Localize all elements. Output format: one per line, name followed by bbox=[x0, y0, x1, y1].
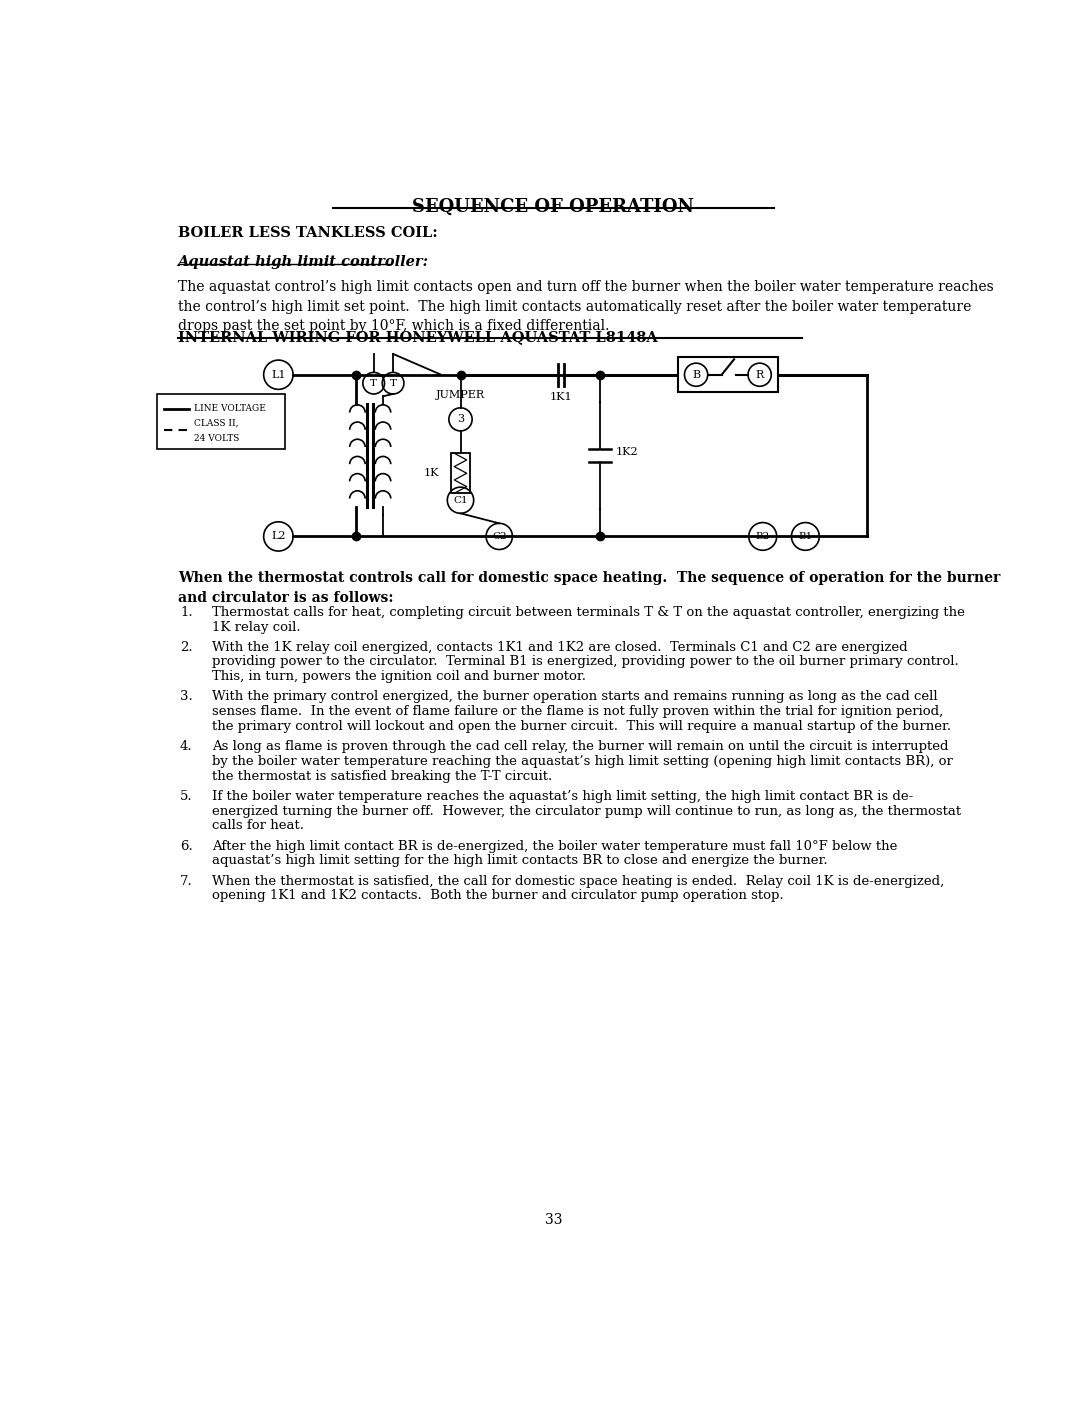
Text: B1: B1 bbox=[798, 532, 812, 542]
Text: providing power to the circulator.  Terminal B1 is energized, providing power to: providing power to the circulator. Termi… bbox=[213, 655, 959, 668]
Text: by the boiler water temperature reaching the aquastat’s high limit setting (open: by the boiler water temperature reaching… bbox=[213, 755, 954, 767]
Text: 1K1: 1K1 bbox=[550, 391, 572, 401]
Text: C2: C2 bbox=[491, 532, 507, 542]
Text: Thermostat calls for heat, completing circuit between terminals T & T on the aqu: Thermostat calls for heat, completing ci… bbox=[213, 606, 966, 619]
Text: LINE VOLTAGE: LINE VOLTAGE bbox=[194, 404, 266, 412]
Text: T: T bbox=[390, 379, 396, 387]
Text: senses flame.  In the event of flame failure or the flame is not fully proven wi: senses flame. In the event of flame fail… bbox=[213, 706, 944, 718]
Text: The aquastat control’s high limit contacts open and turn off the burner when the: The aquastat control’s high limit contac… bbox=[177, 281, 994, 333]
Text: 1K2: 1K2 bbox=[616, 446, 638, 457]
Text: 7.: 7. bbox=[180, 874, 192, 888]
Text: SEQUENCE OF OPERATION: SEQUENCE OF OPERATION bbox=[413, 198, 694, 216]
Text: B2: B2 bbox=[756, 532, 770, 542]
Text: R: R bbox=[756, 370, 764, 380]
FancyBboxPatch shape bbox=[157, 394, 284, 449]
Text: JUMPER: JUMPER bbox=[436, 390, 485, 400]
Text: L1: L1 bbox=[271, 370, 285, 380]
Text: 1K: 1K bbox=[423, 469, 438, 478]
Text: C1: C1 bbox=[454, 495, 468, 505]
FancyBboxPatch shape bbox=[451, 453, 470, 494]
Text: After the high limit contact BR is de-energized, the boiler water temperature mu: After the high limit contact BR is de-en… bbox=[213, 839, 897, 853]
Text: 3.: 3. bbox=[180, 690, 192, 703]
Text: With the primary control energized, the burner operation starts and remains runn: With the primary control energized, the … bbox=[213, 690, 939, 703]
FancyBboxPatch shape bbox=[677, 356, 779, 393]
Text: 2.: 2. bbox=[180, 641, 192, 654]
Text: the primary control will lockout and open the burner circuit.  This will require: the primary control will lockout and ope… bbox=[213, 720, 951, 732]
Text: 3: 3 bbox=[457, 414, 464, 424]
Text: 1.: 1. bbox=[180, 606, 192, 619]
Text: calls for heat.: calls for heat. bbox=[213, 819, 305, 832]
Text: 4.: 4. bbox=[180, 741, 192, 753]
Text: CLASS II,: CLASS II, bbox=[194, 418, 239, 428]
Text: the thermostat is satisfied breaking the T-T circuit.: the thermostat is satisfied breaking the… bbox=[213, 770, 553, 783]
Text: opening 1K1 and 1K2 contacts.  Both the burner and circulator pump operation sto: opening 1K1 and 1K2 contacts. Both the b… bbox=[213, 890, 784, 902]
Text: B: B bbox=[692, 370, 700, 380]
Text: When the thermostat controls call for domestic space heating.  The sequence of o: When the thermostat controls call for do… bbox=[177, 571, 1000, 605]
Text: 33: 33 bbox=[544, 1214, 563, 1228]
Text: energized turning the burner off.  However, the circulator pump will continue to: energized turning the burner off. Howeve… bbox=[213, 805, 961, 818]
Text: BOILER LESS TANKLESS COIL:: BOILER LESS TANKLESS COIL: bbox=[177, 226, 437, 240]
Text: aquastat’s high limit setting for the high limit contacts BR to close and energi: aquastat’s high limit setting for the hi… bbox=[213, 854, 828, 867]
Text: 5.: 5. bbox=[180, 790, 192, 803]
Text: When the thermostat is satisfied, the call for domestic space heating is ended. : When the thermostat is satisfied, the ca… bbox=[213, 874, 945, 888]
Text: 24 VOLTS: 24 VOLTS bbox=[194, 434, 240, 443]
Text: As long as flame is proven through the cad cell relay, the burner will remain on: As long as flame is proven through the c… bbox=[213, 741, 949, 753]
Text: If the boiler water temperature reaches the aquastat’s high limit setting, the h: If the boiler water temperature reaches … bbox=[213, 790, 914, 803]
Text: INTERNAL WIRING FOR HONEYWELL AQUASTAT L8148A: INTERNAL WIRING FOR HONEYWELL AQUASTAT L… bbox=[177, 330, 658, 344]
Text: This, in turn, powers the ignition coil and burner motor.: This, in turn, powers the ignition coil … bbox=[213, 671, 586, 683]
Text: T: T bbox=[370, 379, 377, 387]
Text: L2: L2 bbox=[271, 532, 285, 542]
Text: 6.: 6. bbox=[180, 839, 192, 853]
Text: With the 1K relay coil energized, contacts 1K1 and 1K2 are closed.  Terminals C1: With the 1K relay coil energized, contac… bbox=[213, 641, 908, 654]
Text: Aquastat high limit controller:: Aquastat high limit controller: bbox=[177, 255, 429, 269]
Text: 1K relay coil.: 1K relay coil. bbox=[213, 620, 301, 634]
